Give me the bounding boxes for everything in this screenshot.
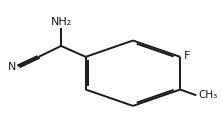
Text: N: N xyxy=(8,62,17,72)
Text: CH₃: CH₃ xyxy=(198,90,217,100)
Text: NH₂: NH₂ xyxy=(50,17,72,27)
Text: F: F xyxy=(184,51,190,61)
